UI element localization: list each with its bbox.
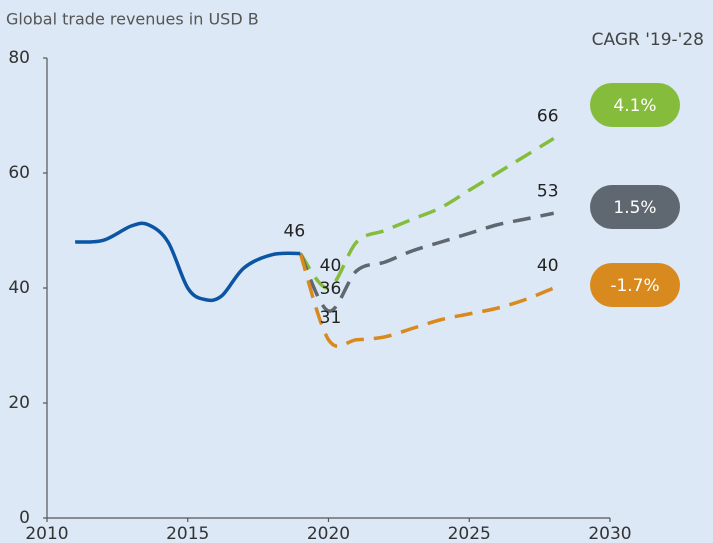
x-tick-label: 2025 <box>448 524 491 543</box>
data-label: 40 <box>537 256 559 276</box>
x-tick-label: 2015 <box>166 524 209 543</box>
data-label: 53 <box>537 181 559 201</box>
series-line <box>298 252 555 348</box>
data-label: 46 <box>284 222 306 242</box>
data-label: 40 <box>320 256 342 276</box>
data-label: 31 <box>320 308 342 328</box>
cagr-badge <box>590 83 680 127</box>
cagr-badge <box>590 263 680 307</box>
data-label: 66 <box>537 107 559 127</box>
series-line <box>75 221 301 303</box>
cagr-label: 1.5% <box>613 198 656 218</box>
cagr-label: 4.1% <box>613 96 656 116</box>
cagr-heading: CAGR '19-'28 <box>592 30 704 50</box>
x-tick-label: 2030 <box>588 524 631 543</box>
x-tick-label: 2010 <box>25 524 68 543</box>
y-tick-label: 60 <box>8 163 30 183</box>
y-tick-label: 0 <box>19 508 30 528</box>
x-tick-label: 2020 <box>307 524 350 543</box>
y-tick-label: 20 <box>8 393 30 413</box>
y-tick-label: 40 <box>8 278 30 298</box>
data-label: 36 <box>320 279 342 299</box>
series-line <box>298 137 555 290</box>
y-tick-label: 80 <box>8 48 30 68</box>
cagr-badge <box>590 185 680 229</box>
chart-title: Global trade revenues in USD B <box>6 10 259 29</box>
cagr-label: -1.7% <box>610 276 659 296</box>
